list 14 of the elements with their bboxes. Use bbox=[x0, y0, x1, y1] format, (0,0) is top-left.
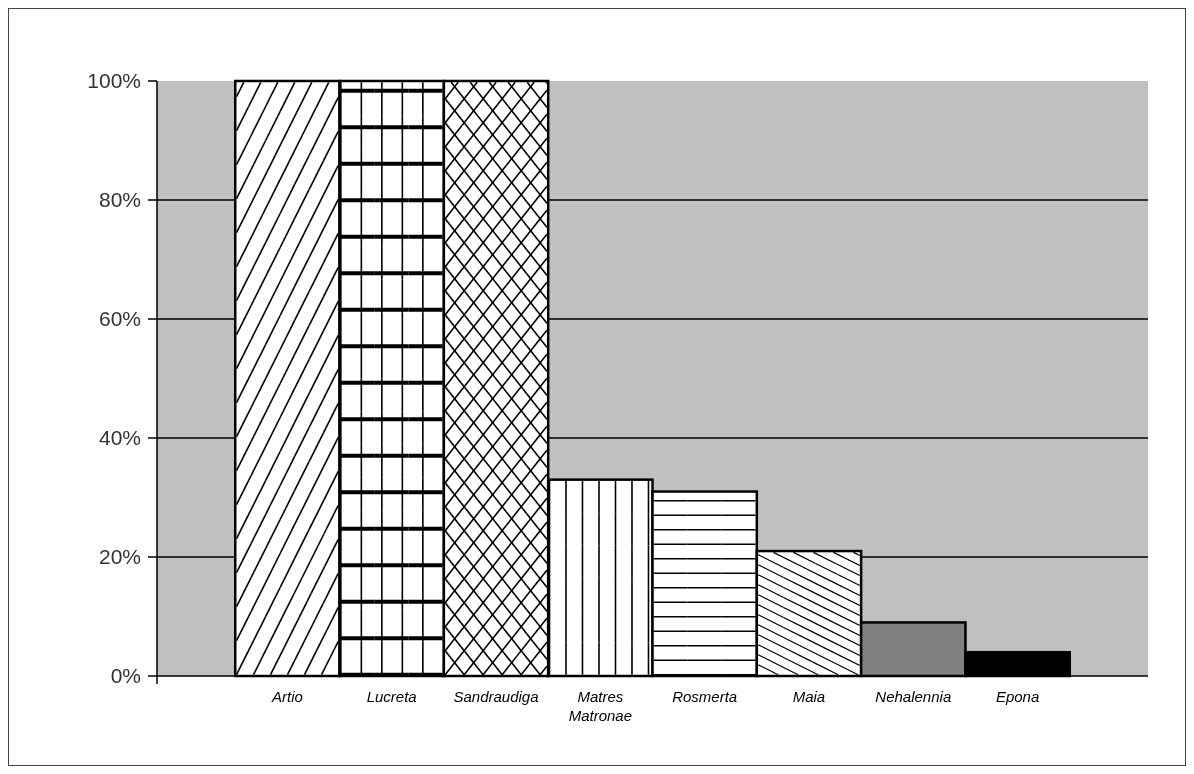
x-tick-label: Matres Matronae bbox=[568, 688, 633, 724]
x-tick-label: Maia bbox=[792, 688, 826, 705]
y-tick-label: 100% bbox=[87, 69, 141, 93]
x-tick-label: Epona bbox=[995, 688, 1040, 705]
y-tick-label: 20% bbox=[98, 545, 141, 569]
x-tick-label: Lucreta bbox=[366, 688, 417, 705]
x-tick-label: Sandraudiga bbox=[453, 688, 539, 705]
y-tick-label: 60% bbox=[98, 307, 141, 331]
x-tick-label: Artio bbox=[270, 688, 303, 705]
x-tick-label: Rosmerta bbox=[672, 688, 738, 705]
y-tick-label: 40% bbox=[98, 426, 141, 450]
x-tick-label: Nehalennia bbox=[875, 688, 952, 705]
y-tick-label: 0% bbox=[110, 664, 141, 688]
y-tick-label: 80% bbox=[98, 188, 141, 212]
